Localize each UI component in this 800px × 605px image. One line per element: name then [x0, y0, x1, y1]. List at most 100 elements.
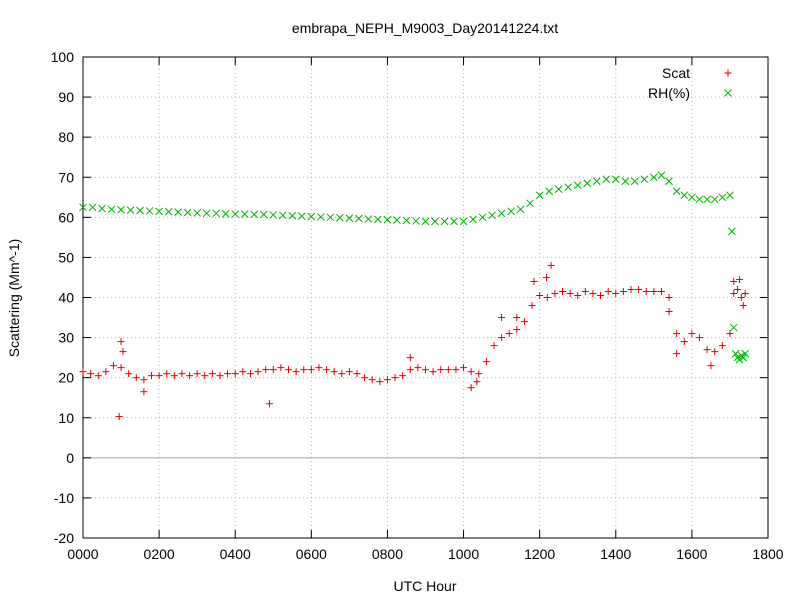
legend-marker	[724, 69, 732, 77]
rh-point	[440, 217, 449, 226]
scat-point	[520, 318, 528, 326]
scat-point	[201, 372, 209, 380]
scat-point	[94, 372, 102, 380]
scat-point	[559, 287, 566, 295]
scat-point	[718, 342, 726, 350]
scat-point	[505, 330, 513, 338]
rh-point	[731, 349, 740, 358]
scat-point	[650, 287, 658, 295]
rh-point	[478, 213, 487, 222]
scat-point	[604, 287, 612, 295]
y-tick-label: 10	[58, 410, 74, 426]
scat-point	[619, 287, 627, 295]
rh-point	[393, 216, 401, 224]
scat-point	[688, 330, 696, 338]
rh-point	[164, 207, 173, 216]
rh-point	[680, 191, 689, 200]
scat-point	[414, 364, 422, 372]
scat-point	[163, 370, 171, 378]
rh-point	[278, 211, 287, 220]
rh-point	[374, 215, 382, 224]
scat-point	[642, 287, 650, 295]
scat-point	[665, 308, 673, 316]
scat-point	[536, 291, 544, 299]
rh-point	[727, 227, 736, 236]
rh-point	[602, 175, 611, 184]
scat-point	[551, 289, 559, 297]
rh-point	[695, 195, 704, 204]
rh-point	[672, 187, 681, 196]
scat-point	[460, 364, 468, 372]
series-layer	[79, 171, 750, 421]
rh-point	[98, 204, 106, 213]
y-tick-label: 60	[58, 209, 74, 225]
scat-point	[353, 370, 361, 378]
scat-point	[444, 366, 452, 374]
scat-point	[627, 285, 635, 293]
rh-point	[554, 185, 563, 194]
scat-point	[345, 368, 353, 376]
rh-point	[735, 355, 744, 364]
scat-point	[696, 334, 703, 342]
rh-point	[703, 195, 711, 204]
scat-point	[307, 366, 315, 374]
y-tick-label: 70	[58, 169, 74, 185]
y-tick-label: 0	[66, 450, 74, 466]
x-tick-label: 1200	[524, 546, 555, 562]
scat-point	[482, 358, 490, 366]
x-tick-label: 1400	[600, 546, 631, 562]
chart-title: embrapa_NEPH_M9003_Day20141224.txt	[292, 20, 558, 36]
y-tick-label: 30	[58, 330, 74, 346]
scat-point	[452, 366, 460, 374]
scat-point	[665, 294, 673, 301]
scat-point	[140, 388, 148, 396]
y-tick-label: 40	[58, 290, 74, 306]
scat-point	[513, 326, 521, 334]
rh-point	[431, 217, 439, 226]
scat-point	[612, 289, 620, 297]
scat-point	[102, 368, 110, 376]
scat-point	[635, 285, 643, 293]
scat-point	[490, 342, 498, 350]
rh-point	[526, 199, 535, 208]
scat-point	[216, 372, 224, 380]
legend: Scat RH(%)	[648, 65, 732, 101]
rh-point	[450, 217, 458, 226]
x-tick-label: 0800	[372, 546, 403, 562]
scat-point	[437, 366, 445, 374]
y-tick-label: 90	[58, 89, 74, 105]
x-tick-label: 0400	[220, 546, 251, 562]
scat-point	[262, 366, 270, 374]
scat-point	[711, 348, 719, 356]
rh-point	[345, 214, 354, 222]
rh-point	[402, 216, 411, 225]
scat-point	[148, 372, 155, 380]
scat-point	[737, 294, 745, 301]
scat-point	[125, 370, 133, 378]
rh-point	[145, 207, 154, 215]
rh-point	[421, 217, 430, 226]
scat-point	[547, 261, 555, 269]
scat-point	[155, 372, 163, 380]
scat-point	[132, 374, 140, 382]
rh-point	[183, 208, 192, 217]
rh-point	[202, 209, 211, 218]
scat-point	[657, 287, 665, 295]
rh-point	[79, 203, 87, 212]
rh-point	[688, 193, 696, 202]
rh-point	[741, 349, 750, 358]
scat-point	[239, 368, 247, 376]
scat-point	[475, 370, 483, 378]
scat-point	[300, 366, 308, 374]
rh-point	[611, 175, 620, 184]
rh-point	[240, 210, 249, 218]
scat-point	[338, 370, 346, 378]
scat-point	[739, 302, 747, 310]
rh-point	[630, 177, 639, 186]
y-tick-label: 20	[58, 370, 74, 386]
rh-point	[155, 207, 163, 216]
x-tick-label: 0000	[67, 546, 98, 562]
scat-point	[383, 376, 391, 384]
x-tick-label: 0600	[296, 546, 327, 562]
scat-point	[285, 366, 292, 374]
